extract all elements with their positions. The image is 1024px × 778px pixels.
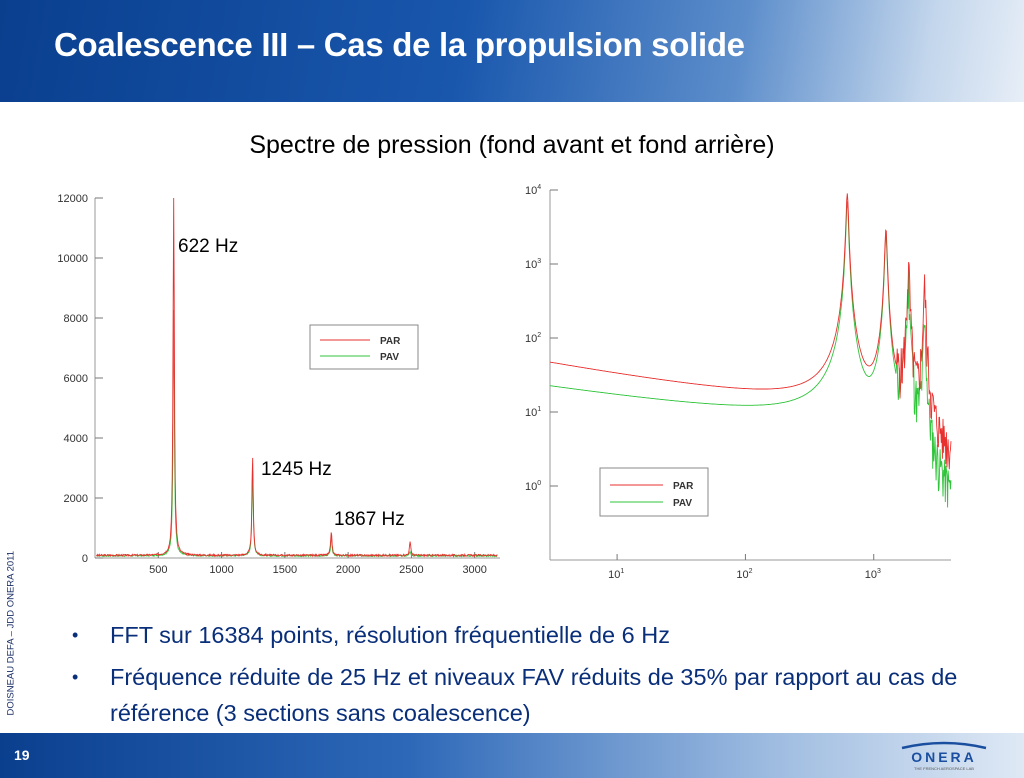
- legend-label-pav: PAV: [673, 498, 692, 509]
- y-tick-label: 103: [525, 258, 541, 271]
- logo-swoosh: [901, 741, 987, 750]
- y-tick-label: 2000: [64, 493, 88, 505]
- series-line-pav: [549, 201, 952, 508]
- x-tick-label: 102: [736, 568, 752, 581]
- x-tick-label: 3000: [462, 564, 486, 576]
- log-spectrum-chart: 100101102103104101102103104PARPAV: [525, 184, 952, 581]
- series-line-par: [96, 197, 498, 558]
- slide-title: Coalescence III – Cas de la propulsion s…: [54, 26, 745, 63]
- linear-spectrum-chart: 0 2000 4000 6000 8000 10000 12000 500 1000 1500 20…: [57, 193, 500, 576]
- bullet-item: • Fréquence réduite de 25 Hz et niveaux …: [72, 659, 972, 731]
- author-sidebar-text: DOISNEAU DEFA – JDD ONERA 2011: [5, 550, 17, 716]
- onera-logo: ONERA THE FRENCH AEROSPACE LAB: [901, 741, 987, 771]
- series-line-par: [549, 193, 952, 470]
- x-tick-label: 1500: [273, 564, 297, 576]
- x-tick-label: 2500: [399, 564, 423, 576]
- logo-wordmark: ONERA: [911, 749, 977, 765]
- peak-annotation: 1245 Hz: [261, 459, 332, 480]
- series-line-pav: [96, 309, 498, 558]
- bullet-list: • FFT sur 16384 points, résolution fréqu…: [72, 617, 972, 731]
- title-banner: Coalescence III – Cas de la propulsion s…: [0, 0, 1024, 102]
- chart-legend: [309, 324, 419, 370]
- logo-tagline: THE FRENCH AEROSPACE LAB: [914, 766, 974, 771]
- page-number: 19: [14, 747, 30, 763]
- bullet-text: FFT sur 16384 points, résolution fréquen…: [110, 622, 670, 648]
- x-tick-label: 103: [865, 568, 881, 581]
- x-tick-label: 2000: [336, 564, 360, 576]
- peak-annotation: 622 Hz: [178, 236, 238, 257]
- x-tick-label: 1000: [209, 564, 233, 576]
- bullet-dot-icon: •: [72, 625, 79, 645]
- x-tick-label: 500: [149, 564, 167, 576]
- legend-label-pav: PAV: [380, 352, 399, 363]
- y-tick-label: 104: [525, 184, 541, 197]
- legend-label-par: PAR: [380, 336, 401, 347]
- x-tick-label: 101: [608, 568, 624, 581]
- y-tick-label: 101: [525, 406, 541, 419]
- bullet-text: Fréquence réduite de 25 Hz et niveaux FA…: [110, 664, 958, 726]
- y-tick-label: 8000: [64, 313, 88, 325]
- y-tick-label: 12000: [57, 193, 88, 205]
- y-tick-label: 10000: [57, 253, 88, 265]
- chart-subtitle: Spectre de pression (fond avant et fond …: [249, 131, 775, 159]
- y-tick-label: 0: [82, 553, 88, 565]
- bullet-dot-icon: •: [72, 667, 79, 687]
- bullet-item: • FFT sur 16384 points, résolution fréqu…: [72, 617, 972, 653]
- y-tick-label: 102: [525, 332, 541, 345]
- footer-bar: 19: [0, 733, 1024, 778]
- y-tick-label: 100: [525, 480, 541, 493]
- legend-label-par: PAR: [673, 481, 694, 492]
- peak-annotation: 1867 Hz: [334, 509, 405, 530]
- y-tick-label: 6000: [64, 373, 88, 385]
- chart-legend: [599, 467, 709, 517]
- y-tick-label: 4000: [64, 433, 88, 445]
